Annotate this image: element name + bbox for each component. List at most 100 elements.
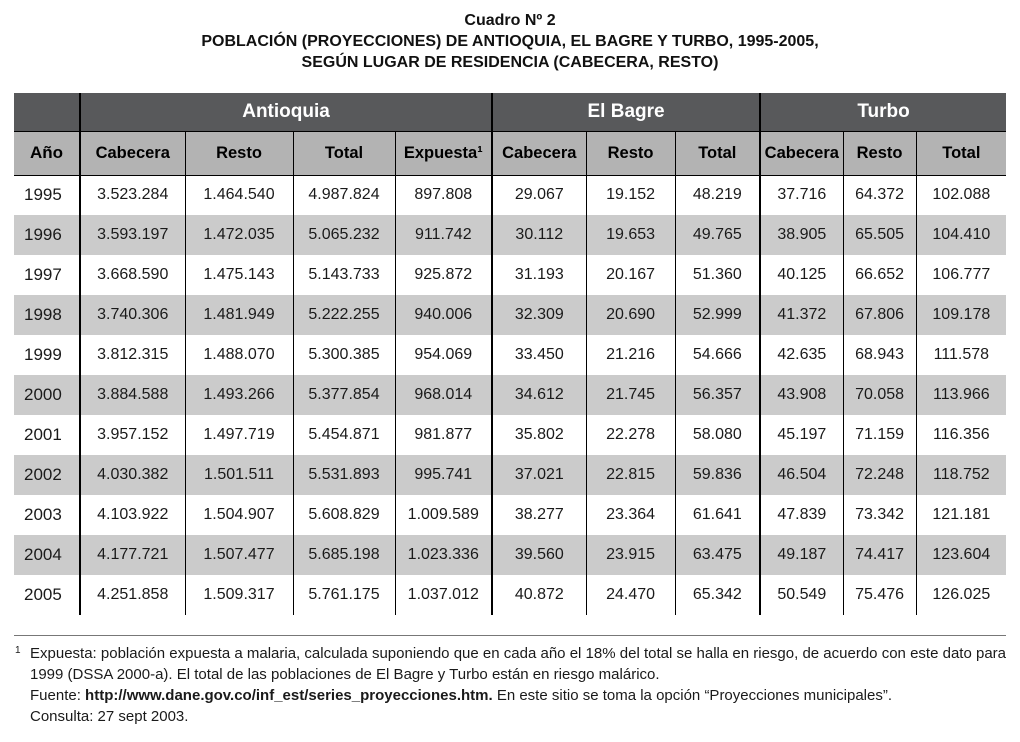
source-label: Fuente: <box>30 687 81 704</box>
value-cell: 46.504 <box>759 455 844 495</box>
value-cell: 104.410 <box>915 215 1007 255</box>
value-cell: 38.277 <box>491 495 587 535</box>
value-cell: 30.112 <box>491 215 587 255</box>
value-cell: 1.493.266 <box>184 375 293 415</box>
column-header: Cabecera <box>759 131 844 176</box>
year-cell: 2002 <box>14 455 80 495</box>
footnote-block: 1 Expuesta: población expuesta a malaria… <box>14 635 1006 727</box>
column-header: Total <box>292 131 395 176</box>
title-line-3: SEGÚN LUGAR DE RESIDENCIA (CABECERA, RES… <box>301 54 719 71</box>
value-cell: 121.181 <box>915 495 1007 535</box>
value-cell: 47.839 <box>759 495 844 535</box>
value-cell: 102.088 <box>915 175 1007 215</box>
value-cell: 1.475.143 <box>184 255 293 295</box>
value-cell: 33.450 <box>491 335 587 375</box>
value-cell: 1.504.907 <box>184 495 293 535</box>
column-header: Año <box>14 131 80 176</box>
value-cell: 123.604 <box>915 535 1007 575</box>
value-cell: 37.716 <box>759 175 844 215</box>
value-cell: 49.187 <box>759 535 844 575</box>
value-cell: 1.481.949 <box>184 295 293 335</box>
year-cell: 2004 <box>14 535 80 575</box>
value-cell: 34.612 <box>491 375 587 415</box>
value-cell: 5.454.871 <box>292 415 395 455</box>
group-header-turbo: Turbo <box>759 93 1007 132</box>
column-header: Cabecera <box>491 131 587 176</box>
value-cell: 1.497.719 <box>184 415 293 455</box>
value-cell: 3.957.152 <box>79 415 185 455</box>
value-cell: 74.417 <box>842 535 917 575</box>
table-row: 1997 3.668.590 1.475.143 5.143.733 925.872 31… <box>14 255 1007 295</box>
value-cell: 41.372 <box>759 295 844 335</box>
table-row: 2002 4.030.382 1.501.511 5.531.893 995.741 37… <box>14 455 1007 495</box>
value-cell: 23.364 <box>585 495 676 535</box>
population-table: Antioquia El Bagre Turbo Año Cabecera Resto T… <box>14 93 1007 615</box>
column-header: Resto <box>184 131 293 176</box>
value-cell: 42.635 <box>759 335 844 375</box>
value-cell: 3.523.284 <box>79 175 185 215</box>
value-cell: 59.836 <box>674 455 761 495</box>
value-cell: 5.065.232 <box>292 215 395 255</box>
value-cell: 5.761.175 <box>292 575 395 615</box>
value-cell: 925.872 <box>394 255 493 295</box>
value-cell: 73.342 <box>842 495 917 535</box>
table-column-row: Año Cabecera Resto Total Expuesta¹ Cabecera Re… <box>14 131 1007 176</box>
value-cell: 1.037.012 <box>394 575 493 615</box>
value-cell: 20.167 <box>585 255 676 295</box>
year-cell: 1995 <box>14 175 80 215</box>
year-cell: 2001 <box>14 415 80 455</box>
footnote-marker: 1 <box>15 645 21 656</box>
value-cell: 4.103.922 <box>79 495 185 535</box>
value-cell: 4.987.824 <box>292 175 395 215</box>
year-cell: 1997 <box>14 255 80 295</box>
table-header: Antioquia El Bagre Turbo Año Cabecera Resto T… <box>14 93 1007 176</box>
value-cell: 118.752 <box>915 455 1007 495</box>
table-body: 1995 3.523.284 1.464.540 4.987.824 897.808 29… <box>14 175 1007 615</box>
value-cell: 1.023.336 <box>394 535 493 575</box>
value-cell: 3.593.197 <box>79 215 185 255</box>
value-cell: 32.309 <box>491 295 587 335</box>
value-cell: 19.152 <box>585 175 676 215</box>
value-cell: 1.501.511 <box>184 455 293 495</box>
table-row: 2004 4.177.721 1.507.477 5.685.198 1.023.336… <box>14 535 1007 575</box>
value-cell: 43.908 <box>759 375 844 415</box>
table-row: 1995 3.523.284 1.464.540 4.987.824 897.808 29… <box>14 175 1007 215</box>
value-cell: 995.741 <box>394 455 493 495</box>
value-cell: 3.668.590 <box>79 255 185 295</box>
value-cell: 5.222.255 <box>292 295 395 335</box>
value-cell: 113.966 <box>915 375 1007 415</box>
value-cell: 54.666 <box>674 335 761 375</box>
value-cell: 29.067 <box>491 175 587 215</box>
value-cell: 897.808 <box>394 175 493 215</box>
value-cell: 5.608.829 <box>292 495 395 535</box>
table-row: 2000 3.884.588 1.493.266 5.377.854 968.014 34… <box>14 375 1007 415</box>
value-cell: 111.578 <box>915 335 1007 375</box>
title-line-1: Cuadro Nº 2 <box>464 12 556 29</box>
value-cell: 66.652 <box>842 255 917 295</box>
value-cell: 3.884.588 <box>79 375 185 415</box>
source-line: Fuente: http://www.dane.gov.co/inf_est/s… <box>14 685 1006 706</box>
group-header-el-bagre: El Bagre <box>491 93 761 132</box>
title-line-2: POBLACIÓN (PROYECCIONES) DE ANTIOQUIA, E… <box>201 33 819 50</box>
column-header: Total <box>915 131 1007 176</box>
value-cell: 71.159 <box>842 415 917 455</box>
column-header: Cabecera <box>79 131 185 176</box>
value-cell: 70.058 <box>842 375 917 415</box>
footnote-text: Expuesta: población expuesta a malaria, … <box>30 645 1006 683</box>
value-cell: 5.143.733 <box>292 255 395 295</box>
value-cell: 5.377.854 <box>292 375 395 415</box>
value-cell: 3.740.306 <box>79 295 185 335</box>
consulta-line: Consulta: 27 sept 2003. <box>30 708 189 725</box>
value-cell: 3.812.315 <box>79 335 185 375</box>
source-url: http://www.dane.gov.co/inf_est/series_pr… <box>85 687 493 704</box>
value-cell: 51.360 <box>674 255 761 295</box>
year-cell: 1999 <box>14 335 80 375</box>
table-row: 2001 3.957.152 1.497.719 5.454.871 981.877 35… <box>14 415 1007 455</box>
year-cell: 2000 <box>14 375 80 415</box>
value-cell: 911.742 <box>394 215 493 255</box>
value-cell: 981.877 <box>394 415 493 455</box>
value-cell: 21.745 <box>585 375 676 415</box>
value-cell: 116.356 <box>915 415 1007 455</box>
table-row: 2005 4.251.858 1.509.317 5.761.175 1.037.012… <box>14 575 1007 615</box>
value-cell: 126.025 <box>915 575 1007 615</box>
